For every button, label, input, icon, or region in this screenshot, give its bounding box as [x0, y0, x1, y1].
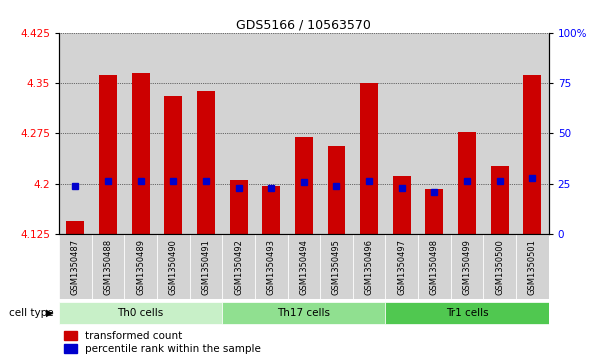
Bar [418, 33, 451, 234]
Bar [393, 176, 411, 234]
Bar [360, 83, 378, 234]
Bar [353, 33, 385, 234]
FancyBboxPatch shape [451, 234, 483, 299]
Text: GSM1350497: GSM1350497 [397, 239, 407, 295]
Legend: transformed count, percentile rank within the sample: transformed count, percentile rank withi… [64, 331, 261, 354]
Text: GSM1350500: GSM1350500 [495, 239, 504, 295]
Text: GSM1350494: GSM1350494 [299, 239, 309, 295]
Bar [262, 187, 280, 234]
Text: GSM1350492: GSM1350492 [234, 239, 243, 295]
FancyBboxPatch shape [59, 234, 91, 299]
Text: GSM1350493: GSM1350493 [267, 239, 276, 295]
FancyBboxPatch shape [320, 234, 353, 299]
FancyBboxPatch shape [385, 302, 549, 324]
FancyBboxPatch shape [353, 234, 385, 299]
Bar [255, 33, 287, 234]
Bar [124, 33, 157, 234]
FancyBboxPatch shape [516, 234, 549, 299]
Bar [425, 189, 444, 234]
Bar [451, 33, 483, 234]
FancyBboxPatch shape [91, 234, 124, 299]
FancyBboxPatch shape [189, 234, 222, 299]
Bar [523, 75, 542, 234]
FancyBboxPatch shape [222, 302, 385, 324]
Bar [458, 132, 476, 234]
FancyBboxPatch shape [418, 234, 451, 299]
Text: GSM1350489: GSM1350489 [136, 239, 145, 295]
Bar [295, 137, 313, 234]
Title: GDS5166 / 10563570: GDS5166 / 10563570 [237, 19, 371, 32]
FancyBboxPatch shape [124, 234, 157, 299]
Bar [287, 33, 320, 234]
Bar [157, 33, 189, 234]
Text: GSM1350487: GSM1350487 [71, 239, 80, 295]
Bar [230, 180, 248, 234]
Text: GSM1350501: GSM1350501 [528, 239, 537, 295]
Text: Tr1 cells: Tr1 cells [446, 307, 489, 318]
Bar [483, 33, 516, 234]
Bar [491, 166, 509, 234]
Text: GSM1350491: GSM1350491 [201, 239, 211, 295]
Text: cell type: cell type [9, 308, 54, 318]
Bar [327, 146, 346, 234]
FancyBboxPatch shape [287, 234, 320, 299]
Bar [59, 33, 91, 234]
Bar [189, 33, 222, 234]
Text: Th17 cells: Th17 cells [277, 307, 330, 318]
FancyBboxPatch shape [385, 234, 418, 299]
Bar [99, 75, 117, 234]
Bar [66, 221, 84, 234]
Text: GSM1350490: GSM1350490 [169, 239, 178, 295]
FancyBboxPatch shape [255, 234, 287, 299]
Text: Th0 cells: Th0 cells [117, 307, 164, 318]
FancyBboxPatch shape [157, 234, 189, 299]
Bar [385, 33, 418, 234]
Bar [132, 73, 150, 234]
Text: GSM1350499: GSM1350499 [463, 239, 471, 295]
Bar [516, 33, 549, 234]
Text: GSM1350495: GSM1350495 [332, 239, 341, 295]
FancyBboxPatch shape [483, 234, 516, 299]
Bar [164, 97, 182, 234]
Bar [197, 91, 215, 234]
FancyBboxPatch shape [59, 302, 222, 324]
Text: ▶: ▶ [46, 308, 54, 318]
Bar [91, 33, 124, 234]
Text: GSM1350488: GSM1350488 [103, 239, 113, 295]
FancyBboxPatch shape [222, 234, 255, 299]
Bar [320, 33, 353, 234]
Bar [222, 33, 255, 234]
Text: GSM1350498: GSM1350498 [430, 239, 439, 295]
Text: GSM1350496: GSM1350496 [365, 239, 373, 295]
